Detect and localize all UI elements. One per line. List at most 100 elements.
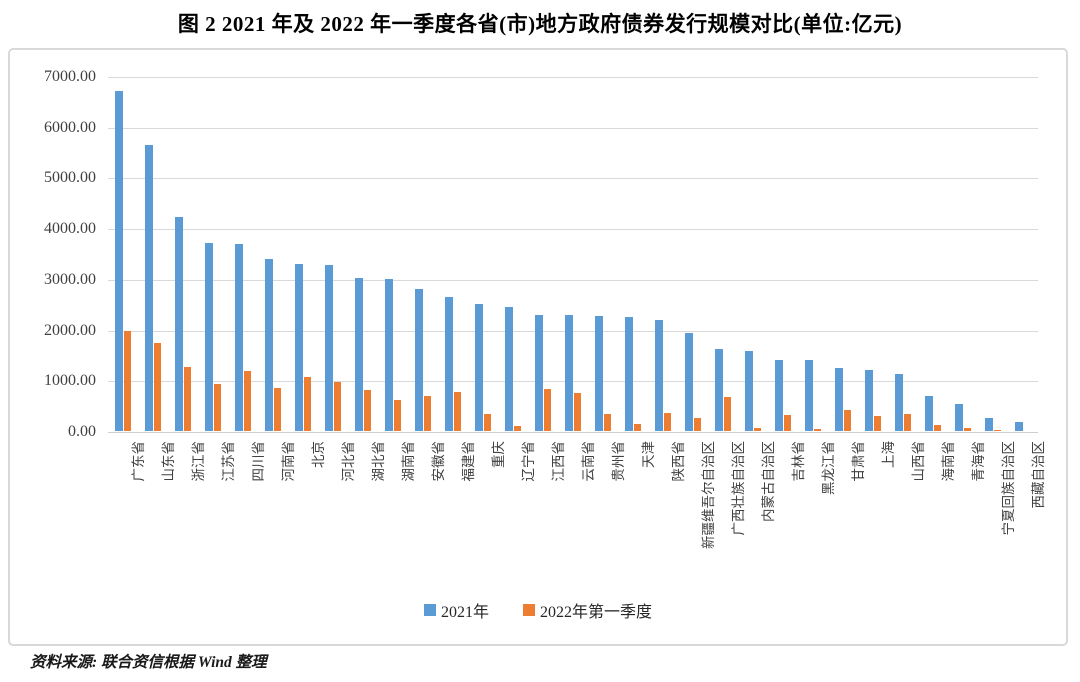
- bar-2021-江苏省: [205, 243, 213, 431]
- gridline: [108, 127, 1038, 129]
- bar-2021-山西省: [895, 373, 903, 431]
- x-axis-label: 北京: [310, 441, 326, 468]
- bar-2021-贵州省: [595, 316, 603, 431]
- bar-2021-广西壮族自治区: [715, 348, 723, 431]
- bar-2022q1-广西壮族自治区: [723, 397, 731, 431]
- gridline: [108, 381, 1038, 383]
- x-axis-label: 湖北省: [370, 441, 386, 482]
- source-note: 资料来源: 联合资信根据 Wind 整理: [30, 654, 267, 671]
- x-axis-label: 四川省: [250, 441, 266, 482]
- bar-2021-福建省: [445, 296, 453, 431]
- legend-item-2022q1: 2022年第一季度: [523, 598, 652, 622]
- figure-title: 图 2 2021 年及 2022 年一季度各省(市)地方政府债券发行规模对比(单…: [177, 12, 903, 36]
- bar-2022q1-新疆维吾尔自治区: [693, 418, 701, 431]
- x-axis-label: 上海: [880, 441, 896, 468]
- x-axis-label: 黑龙江省: [820, 441, 836, 495]
- x-axis-label: 天津: [640, 441, 656, 468]
- bar-2021-北京: [295, 264, 303, 431]
- x-axis-label: 江西省: [550, 441, 566, 482]
- bar-2022q1-安徽省: [423, 396, 431, 431]
- bar-2022q1-上海: [873, 415, 881, 431]
- bar-2022q1-内蒙古自治区: [753, 428, 761, 431]
- bar-2021-宁夏回族自治区: [985, 417, 993, 431]
- bar-2022q1-山西省: [903, 413, 911, 431]
- bar-2022q1-重庆: [483, 414, 491, 431]
- y-tick-label: 6000.00: [44, 118, 96, 136]
- bar-2021-河北省: [325, 264, 333, 431]
- bar-2021-四川省: [235, 243, 243, 431]
- x-axis-label: 重庆: [490, 441, 506, 468]
- plot-area: [108, 77, 1038, 433]
- bar-2022q1-吉林省: [783, 415, 791, 431]
- x-axis-label: 甘肃省: [850, 441, 866, 482]
- bar-2021-陕西省: [655, 320, 663, 431]
- bar-2021-辽宁省: [505, 306, 513, 431]
- bar-2021-云南省: [565, 314, 573, 431]
- legend-label: 2022年第一季度: [540, 604, 653, 621]
- bar-2022q1-广东省: [123, 331, 131, 431]
- bar-2022q1-河南省: [273, 387, 281, 431]
- bar-2021-内蒙古自治区: [745, 351, 753, 431]
- x-axis-label: 山东省: [160, 441, 176, 482]
- bar-2022q1-海南省: [933, 424, 941, 431]
- bar-2022q1-云南省: [573, 393, 581, 431]
- chart-legend: 2021年 2022年第一季度: [10, 598, 1066, 622]
- bar-2021-浙江省: [175, 216, 183, 431]
- x-axis-label: 江苏省: [220, 441, 236, 482]
- bar-2021-山东省: [145, 145, 153, 431]
- x-axis-label: 云南省: [580, 441, 596, 482]
- y-tick-label: 2000.00: [44, 321, 96, 339]
- x-axis-label: 辽宁省: [520, 441, 536, 482]
- bar-2021-上海: [865, 369, 873, 431]
- legend-swatch-2021: [423, 604, 436, 616]
- bar-2021-甘肃省: [835, 367, 843, 431]
- bar-2021-新疆维吾尔自治区: [685, 332, 693, 431]
- bar-2022q1-甘肃省: [843, 410, 851, 431]
- x-axis-label: 宁夏回族自治区: [1000, 441, 1016, 536]
- x-axis-label: 吉林省: [790, 441, 806, 482]
- bar-2022q1-辽宁省: [513, 425, 521, 431]
- bar-2022q1-湖北省: [363, 390, 371, 431]
- x-axis-label: 湖南省: [400, 441, 416, 482]
- bar-2022q1-宁夏回族自治区: [993, 429, 1001, 431]
- bar-2021-黑龙江省: [805, 360, 813, 431]
- x-axis-label: 浙江省: [190, 441, 206, 482]
- bar-2021-湖北省: [355, 278, 363, 431]
- bar-2022q1-贵州省: [603, 414, 611, 431]
- legend-item-2021: 2021年: [423, 598, 489, 622]
- x-axis-label: 山西省: [910, 441, 926, 482]
- y-tick-label: 1000.00: [44, 372, 96, 390]
- y-tick-label: 5000.00: [44, 169, 96, 187]
- bar-2022q1-天津: [633, 423, 641, 431]
- x-axis-label: 青海省: [970, 441, 986, 482]
- x-axis-label: 福建省: [460, 441, 476, 482]
- bar-2021-广东省: [115, 91, 123, 431]
- bar-2022q1-四川省: [243, 370, 251, 431]
- x-axis-label: 内蒙古自治区: [760, 441, 776, 522]
- y-tick-label: 3000.00: [44, 270, 96, 288]
- x-axis-label: 贵州省: [610, 441, 626, 482]
- bar-2022q1-山东省: [153, 343, 161, 431]
- gridline: [108, 77, 1038, 78]
- chart-container: 0.00 1000.00 2000.00 3000.00 4000.00 5000.00 6…: [8, 48, 1068, 646]
- bar-2021-河南省: [265, 258, 273, 431]
- bar-2021-青海省: [955, 404, 963, 431]
- x-axis-label: 安徽省: [430, 441, 446, 482]
- bar-2021-吉林省: [775, 359, 783, 431]
- x-axis-label: 新疆维吾尔自治区: [700, 441, 716, 549]
- y-tick-label: 0.00: [68, 423, 96, 440]
- bar-2022q1-黑龙江省: [813, 429, 821, 431]
- x-axis-label: 广东省: [130, 441, 146, 482]
- bar-2021-海南省: [925, 395, 933, 431]
- bar-2022q1-河北省: [333, 382, 341, 431]
- legend-swatch-2022q1: [523, 604, 535, 616]
- x-axis: 广东省 山东省 浙江省 江苏省 四川省 河南省 北京 河北省 湖北省 湖南省 安徽省 福建省 重庆 辽宁省…: [108, 440, 1046, 605]
- bar-2021-西藏自治区: [1015, 422, 1023, 431]
- x-axis-label: 陕西省: [670, 441, 686, 482]
- bar-2022q1-北京: [303, 377, 311, 431]
- bar-2022q1-江苏省: [213, 383, 221, 431]
- bar-2022q1-浙江省: [183, 367, 191, 431]
- y-tick-label: 7000.00: [44, 68, 96, 85]
- bar-2021-重庆: [475, 303, 483, 431]
